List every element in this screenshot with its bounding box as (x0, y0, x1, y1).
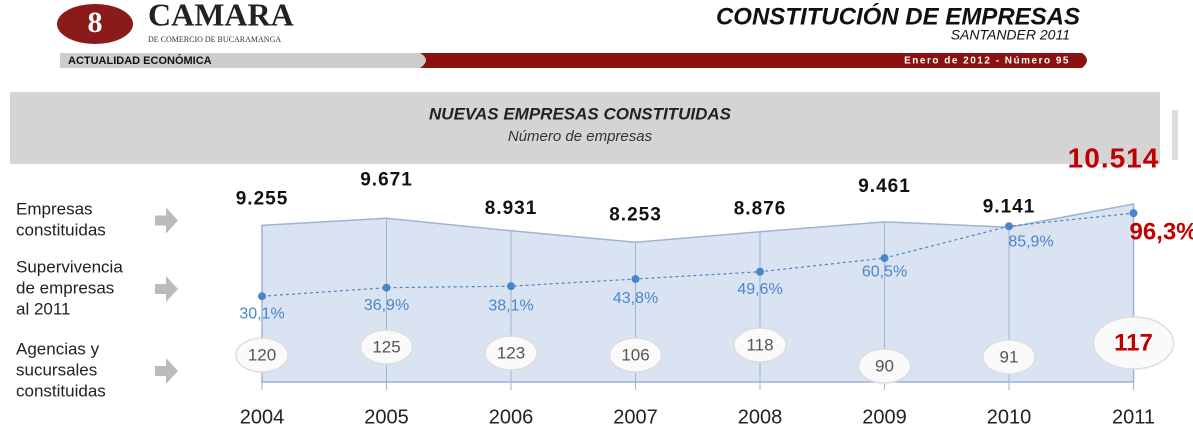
value-label: 85,9% (1008, 233, 1053, 250)
agency-label: 117 (1114, 329, 1153, 356)
chart-subtitle: Número de empresas (508, 128, 653, 145)
value-label: 9.141 (983, 196, 1036, 217)
arrow (155, 207, 178, 234)
bubble (733, 327, 787, 363)
value-label: 8.253 (609, 204, 662, 225)
section: ACTUALIDAD ECONÓMICA (68, 54, 212, 67)
bubble (608, 337, 663, 373)
row-label: al 2011 (16, 299, 71, 318)
value-label: 8.931 (485, 198, 538, 219)
logo: 8 CAMARA DE COMERCIO DE BUCARAMANGA (57, 0, 294, 44)
bubble (1092, 316, 1175, 370)
point (507, 282, 515, 291)
value-label: 10.514 (1068, 142, 1160, 173)
agency-label: 90 (875, 356, 894, 375)
point (382, 283, 391, 292)
edge (1172, 110, 1178, 160)
bubble (857, 348, 912, 384)
logo-text: CAMARA (148, 0, 294, 32)
x-tick-label: 2008 (738, 406, 783, 428)
point (1005, 222, 1013, 231)
value-label: 60,5% (862, 263, 907, 280)
row-label: sucursales (16, 360, 97, 379)
value-label: 30,1% (239, 305, 284, 322)
x-tick-label: 2007 (613, 406, 658, 428)
value-label: 9.255 (236, 188, 289, 209)
value-label: 38,1% (488, 297, 533, 314)
logo-sub: DE COMERCIO DE BUCARAMANGA (148, 35, 281, 44)
value-label: 49,6% (737, 281, 782, 298)
point (756, 267, 764, 276)
x-tick-label: 2009 (862, 406, 907, 428)
bubble (484, 335, 538, 371)
issue: Enero de 2012 - Número 95 (904, 56, 1070, 67)
agency-label: 118 (746, 335, 773, 354)
agency-label: 123 (497, 343, 525, 362)
plot: 2004 2005 2006 2007 2008 2009 2010 2011 9.255 9.6… (16, 142, 1193, 428)
x-tick-label: 2006 (489, 406, 534, 428)
value-label: 36,9% (364, 297, 409, 314)
arrow (155, 358, 178, 384)
chart-title: NUEVAS EMPRESAS CONSTITUIDAS (429, 104, 732, 123)
agency-label: 106 (621, 345, 649, 364)
x-tick-label: 2004 (240, 406, 285, 428)
value-label: 8.876 (734, 199, 787, 220)
point (258, 292, 266, 301)
row-label: de empresas (16, 278, 114, 297)
title-band (10, 92, 1160, 164)
row-label: Agencias y (16, 339, 100, 358)
bubble (359, 329, 414, 365)
agency-label: 125 (372, 337, 400, 356)
agency-label: 91 (1000, 347, 1019, 366)
section-bar (60, 53, 426, 68)
x-tick-label: 2005 (364, 406, 409, 428)
value-label: 96,3% (1129, 218, 1193, 245)
row-label: constituidas (16, 220, 106, 239)
arrow (155, 276, 178, 302)
issue-bar (420, 53, 1087, 68)
point (631, 275, 640, 284)
svg-text:8: 8 (88, 6, 103, 39)
value-label: 9.671 (360, 169, 413, 190)
row-label: constituidas (16, 381, 106, 400)
header-title: CONSTITUCIÓN DE EMPRESAS (716, 2, 1080, 30)
row-label: Empresas (16, 199, 93, 218)
point (1129, 209, 1138, 218)
line (261, 212, 1134, 297)
x-tick-label: 2011 (1112, 406, 1155, 428)
value-label: 43,8% (613, 290, 658, 307)
point (880, 254, 889, 263)
bubble (235, 337, 289, 373)
bubble (982, 339, 1036, 375)
row-label: Supervivencia (16, 257, 123, 276)
agency-label: 120 (248, 345, 276, 364)
value-label: 9.461 (858, 176, 911, 197)
header-subtitle: SANTANDER 2011 (951, 27, 1070, 43)
x-tick-label: 2010 (987, 406, 1032, 428)
